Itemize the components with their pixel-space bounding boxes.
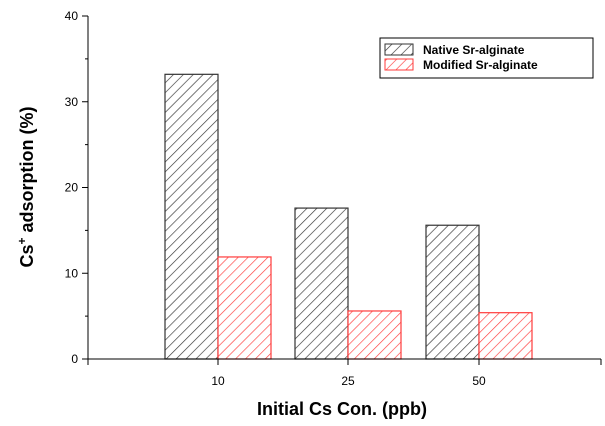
- y-axis-title-sup: +: [15, 237, 29, 244]
- bar-modified-10: [217, 256, 272, 360]
- x-tick-label-10: 10: [211, 374, 225, 388]
- legend-swatch-modified: [384, 58, 414, 71]
- x-tick-label-25: 25: [341, 374, 355, 388]
- y-axis-title-main: Cs: [17, 245, 37, 268]
- bars-group: [164, 73, 533, 360]
- y-axis-title-rest: adsorption (%): [17, 106, 37, 237]
- legend-label-native: Native Sr-alginate: [423, 43, 525, 57]
- bar-modified-25: [347, 310, 402, 360]
- legend-box: [379, 37, 594, 79]
- bar-native-50: [425, 224, 480, 360]
- bar-native-10: [164, 73, 219, 360]
- y-tick-label-0: 0: [71, 352, 78, 366]
- y-tick-label-20: 20: [65, 181, 79, 195]
- y-tick-label-30: 30: [65, 95, 79, 109]
- y-tick-label-40: 40: [65, 9, 79, 23]
- y-axis-title: Cs+ adsorption (%): [15, 106, 37, 267]
- bar-modified-50: [478, 312, 533, 360]
- axes-group: 0 10 20 30 40 10 25 50: [65, 9, 602, 388]
- y-tick-label-10: 10: [65, 266, 79, 280]
- x-axis-title: Initial Cs Con. (ppb): [257, 399, 427, 419]
- legend-label-modified: Modified Sr-alginate: [423, 58, 538, 72]
- legend-swatch-native: [384, 43, 414, 56]
- bar-native-25: [294, 207, 349, 360]
- x-tick-label-50: 50: [472, 374, 486, 388]
